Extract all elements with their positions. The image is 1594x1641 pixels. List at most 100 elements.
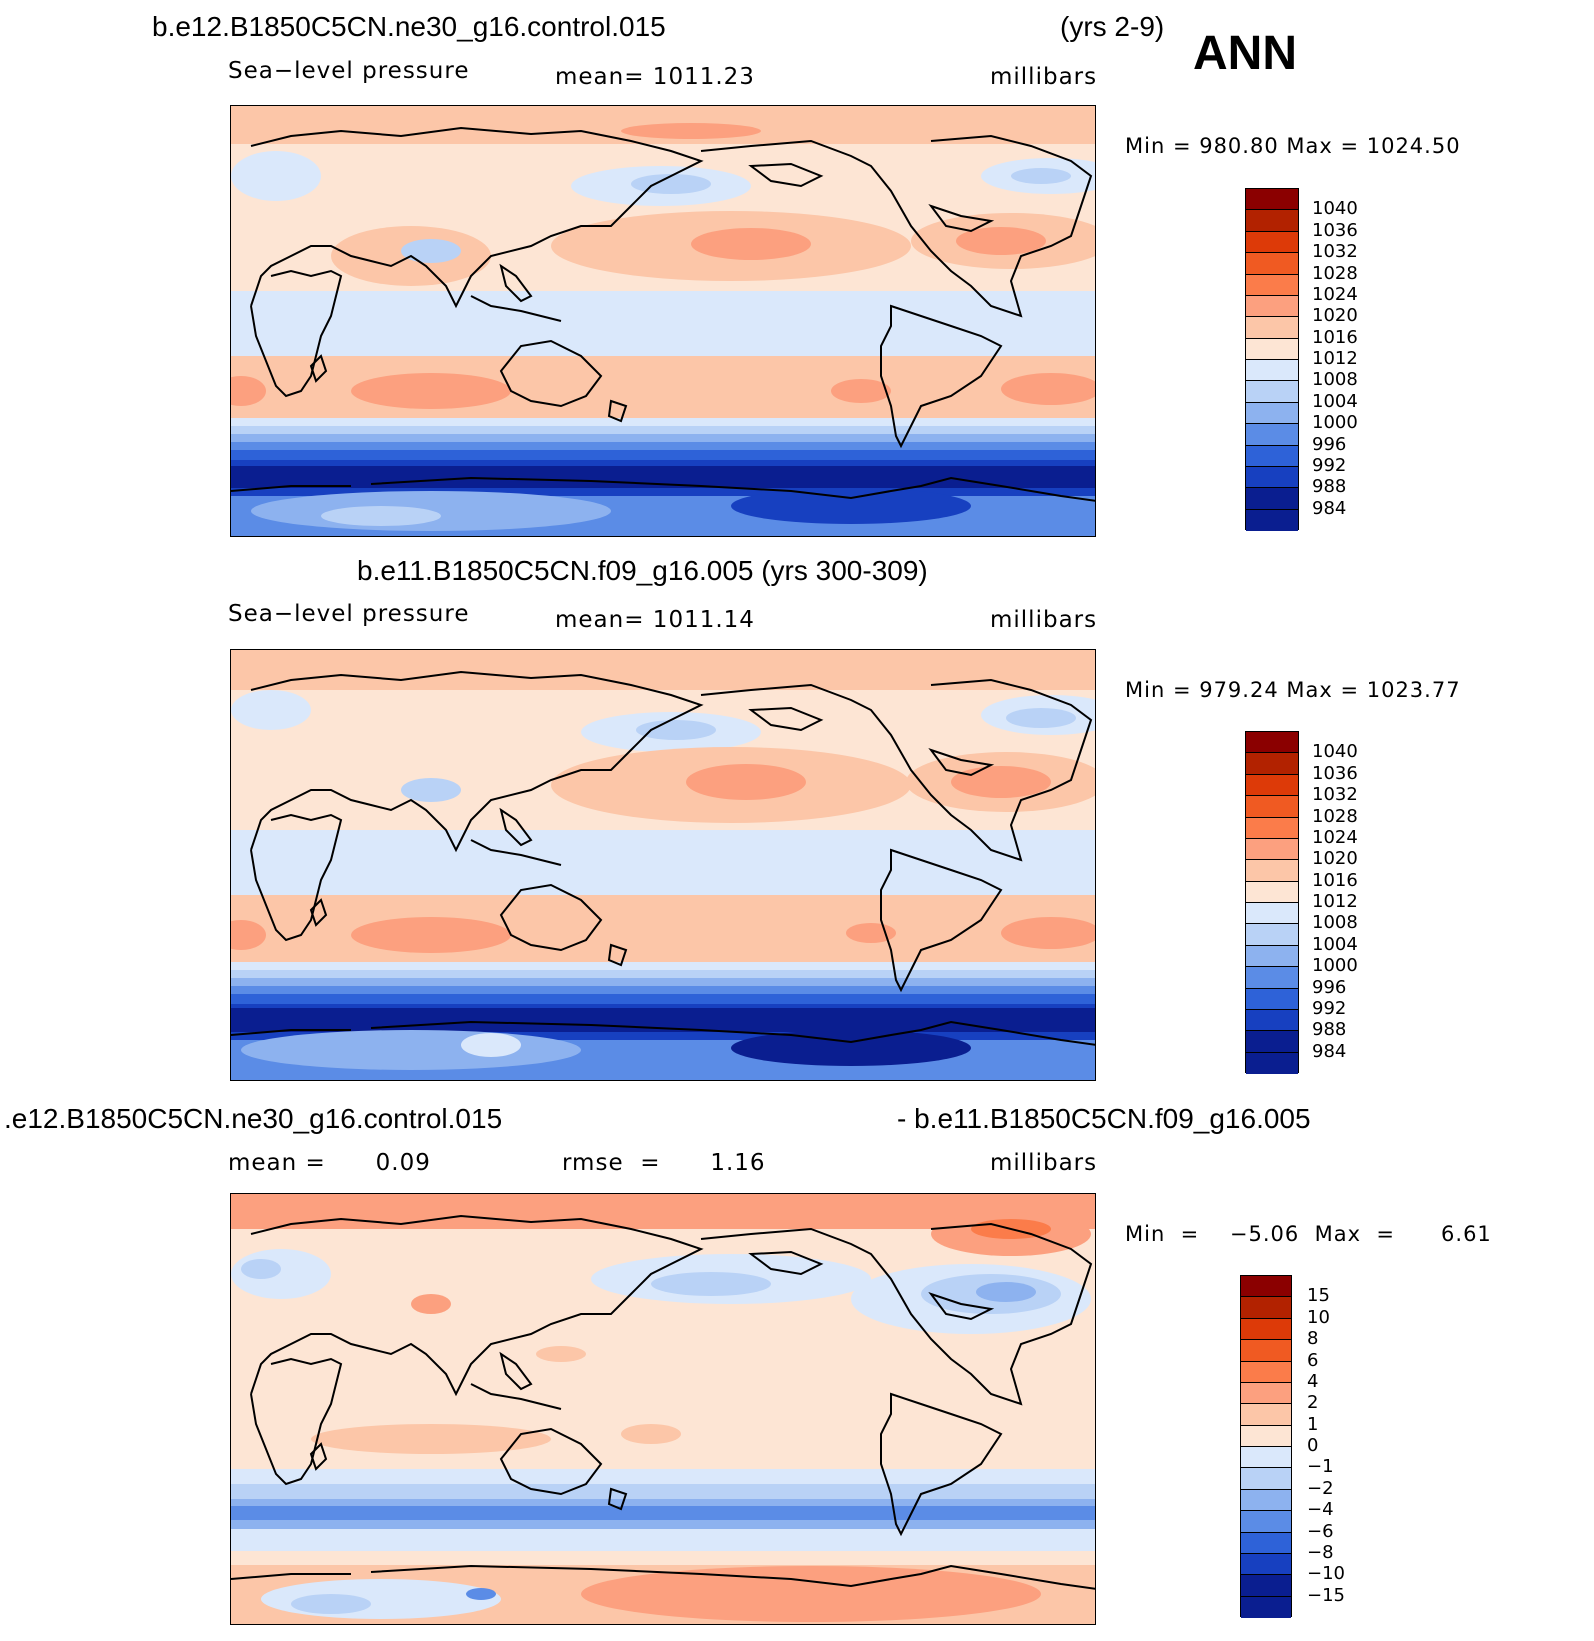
panel3-contour-field [231,1194,1095,1624]
colorbar-label: 984 [1312,497,1347,519]
panel1-variable: Sea−level pressure [228,58,470,84]
season-label: ANN [1193,27,1297,80]
colorbar-box [1241,1596,1291,1618]
colorbar-box [1241,1318,1291,1341]
colorbar-box [1241,1468,1291,1490]
colorbar-box [1241,1382,1291,1405]
colorbar-label: −6 [1307,1520,1334,1542]
colorbar-label: 1004 [1312,390,1358,412]
colorbar-box [1246,881,1298,903]
colorbar-box [1246,424,1298,446]
colorbar-box [1241,1532,1291,1554]
panel3-mean: mean = 0.09 [228,1150,431,1176]
colorbar-box [1241,1553,1291,1576]
colorbar-box [1246,402,1298,425]
colorbar-box [1246,753,1298,775]
colorbar-label: 1008 [1312,369,1358,391]
colorbar-box [1246,317,1298,339]
colorbar-label: 1040 [1312,198,1358,220]
panel1-minmax: Min = 980.80 Max = 1024.50 [1125,134,1461,158]
colorbar-box [1246,488,1298,510]
colorbar-box [1246,381,1298,403]
colorbar-box [1241,1404,1291,1426]
colorbar-box [1246,231,1298,254]
colorbar-label: 988 [1312,476,1347,498]
colorbar-box [1246,274,1298,296]
colorbar-label: 992 [1312,454,1347,476]
panel2-variable: Sea−level pressure [228,601,470,627]
panel1-units: millibars [990,64,1098,90]
colorbar-box [1241,1511,1291,1533]
panel3-minmax: Min = −5.06 Max = 6.61 [1125,1222,1492,1246]
colorbar-box [1246,253,1298,275]
colorbar-box [1246,1009,1298,1032]
panel2-map [230,649,1096,1081]
colorbar-box [1241,1447,1291,1469]
colorbar-label: 15 [1307,1285,1330,1307]
colorbar-label: 996 [1312,976,1347,998]
colorbar-box [1246,210,1298,232]
panel2-case-name: b.e11.B1850C5CN.f09_g16.005 (yrs 300-309… [357,555,928,586]
colorbar-label: 1028 [1312,805,1358,827]
colorbar-box [1241,1575,1291,1597]
colorbar-label: 1020 [1312,305,1358,327]
colorbar-label: 992 [1312,997,1347,1019]
panel2-colorbar [1245,731,1299,1074]
colorbar-label: −4 [1307,1499,1334,1521]
colorbar-label: 1036 [1312,219,1358,241]
panel3-units: millibars [990,1150,1098,1176]
panel1-mean: mean= 1011.23 [555,64,755,90]
colorbar-box [1246,817,1298,839]
colorbar-box [1246,774,1298,797]
colorbar-box [1246,860,1298,882]
colorbar-box [1246,189,1298,211]
colorbar-label: 1028 [1312,262,1358,284]
colorbar-box [1246,945,1298,968]
colorbar-box [1246,360,1298,382]
colorbar-box [1246,445,1298,467]
colorbar-box [1246,838,1298,861]
colorbar-label: 10 [1307,1306,1330,1328]
colorbar-label: 1012 [1312,348,1358,369]
colorbar-label: 1032 [1312,241,1358,263]
panel3-case-b: - b.e11.B1850C5CN.f09_g16.005 [897,1103,1311,1134]
colorbar-box [1246,1052,1298,1074]
colorbar-box [1246,338,1298,360]
colorbar-box [1246,924,1298,946]
colorbar-box [1241,1340,1291,1362]
colorbar-box [1241,1361,1291,1383]
colorbar-label: −1 [1307,1456,1334,1478]
colorbar-label: 0 [1307,1435,1319,1456]
colorbar-box [1246,509,1298,531]
panel2-mean: mean= 1011.14 [555,607,755,633]
colorbar-box [1246,295,1298,318]
colorbar-label: 1000 [1312,955,1358,977]
colorbar-label: 1008 [1312,912,1358,934]
colorbar-box [1246,988,1298,1010]
panel2-units: millibars [990,607,1098,633]
colorbar-label: 1024 [1312,826,1358,848]
colorbar-label: 1004 [1312,933,1358,955]
panel1-colorbar [1245,188,1299,531]
panel1-contour-field [231,106,1095,536]
colorbar-label: −10 [1307,1563,1345,1585]
panel1-map [230,105,1096,537]
colorbar-label: 4 [1307,1370,1319,1392]
colorbar-box [1246,796,1298,818]
colorbar-box [1241,1425,1291,1447]
colorbar-box [1246,732,1298,754]
colorbar-label: 2 [1307,1392,1319,1414]
colorbar-box [1241,1489,1291,1512]
colorbar-box [1246,1031,1298,1053]
panel3-rmse: rmse = 1.16 [562,1150,766,1176]
colorbar-label: 1 [1307,1413,1319,1435]
colorbar-label: −15 [1307,1584,1345,1606]
panel3-case-a: .e12.B1850C5CN.ne30_g16.control.015 [4,1103,503,1134]
colorbar-label: 1000 [1312,412,1358,434]
panel3-map [230,1193,1096,1625]
colorbar-label: 1036 [1312,762,1358,784]
colorbar-label: 1016 [1312,869,1358,891]
colorbar-label: −2 [1307,1477,1334,1499]
colorbar-box [1246,466,1298,489]
colorbar-label: 1016 [1312,326,1358,348]
